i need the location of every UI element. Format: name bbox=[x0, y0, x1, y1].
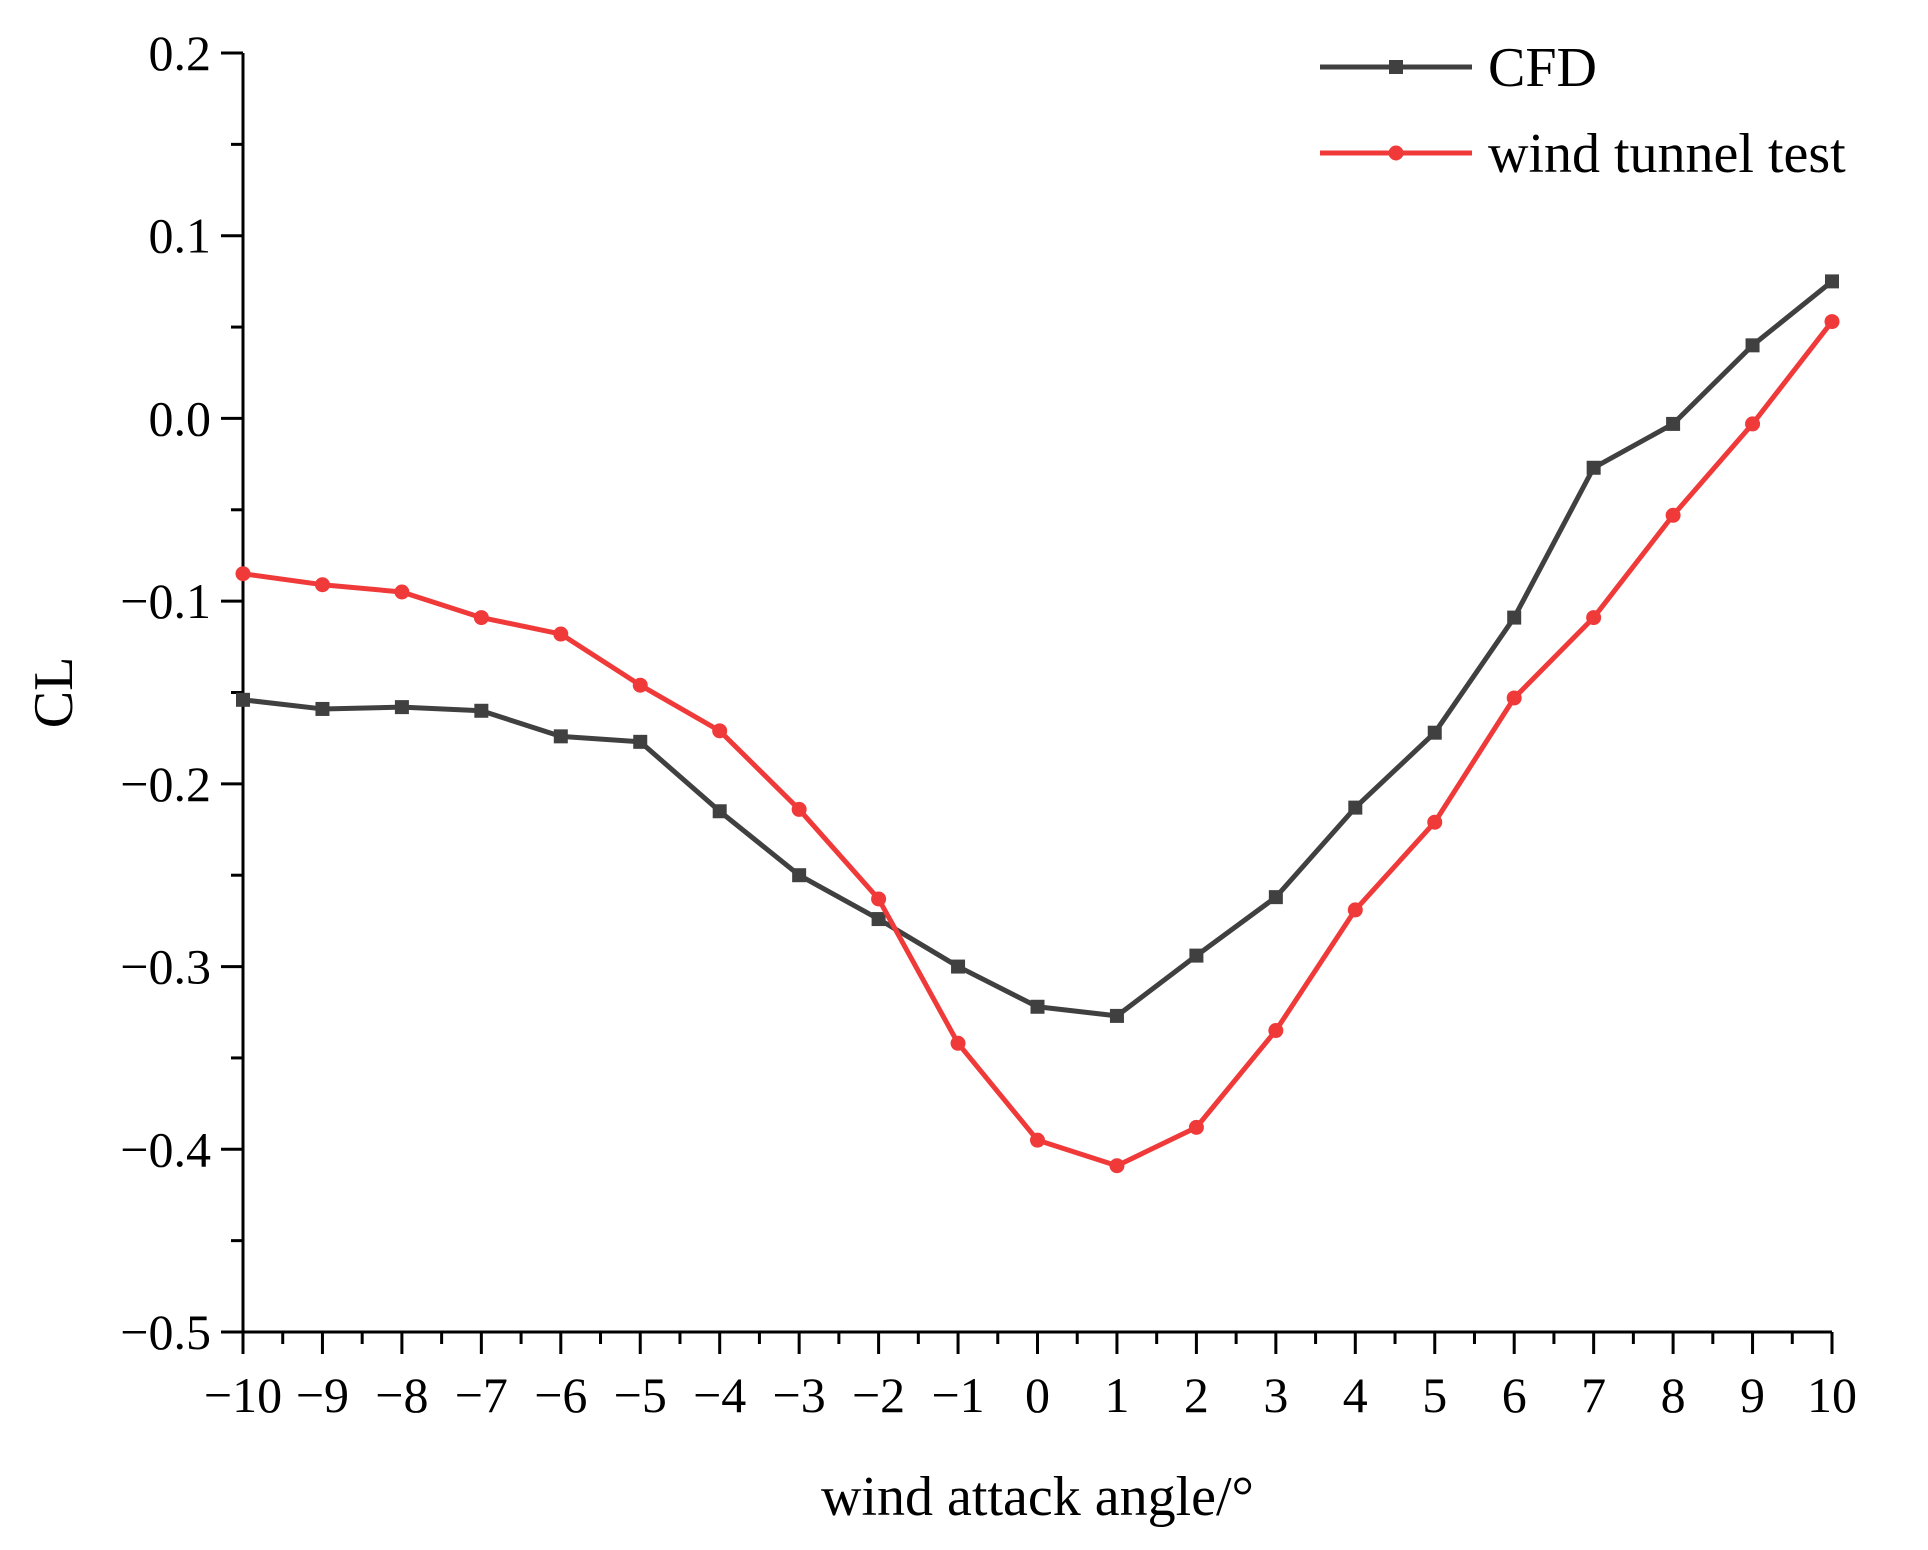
data-point bbox=[1427, 725, 1442, 740]
x-tick-label: −6 bbox=[534, 1367, 587, 1423]
data-point bbox=[235, 566, 251, 582]
data-point bbox=[1507, 610, 1522, 625]
data-point bbox=[1188, 1119, 1204, 1135]
data-point bbox=[1506, 690, 1522, 706]
y-axis-title: CL bbox=[23, 657, 85, 729]
x-tick-label: −9 bbox=[296, 1367, 349, 1423]
x-tick-label: 3 bbox=[1263, 1367, 1288, 1423]
series-1 bbox=[236, 274, 1839, 1023]
x-tick-label: −2 bbox=[852, 1367, 905, 1423]
series-2 bbox=[235, 314, 1840, 1174]
x-tick-label: −3 bbox=[773, 1367, 826, 1423]
legend-entry-2: wind tunnel test bbox=[1320, 123, 1846, 185]
data-point bbox=[1745, 416, 1761, 432]
x-tick-label: 9 bbox=[1740, 1367, 1765, 1423]
data-point bbox=[1268, 890, 1283, 905]
data-point bbox=[1586, 610, 1602, 626]
x-tick-label: −10 bbox=[204, 1367, 282, 1423]
data-point bbox=[1348, 800, 1363, 815]
data-point bbox=[1109, 1008, 1124, 1023]
y-tick-label: 0.2 bbox=[149, 25, 212, 81]
data-point bbox=[1268, 1023, 1284, 1039]
y-tick-label: 0.0 bbox=[149, 390, 212, 446]
data-point bbox=[871, 891, 887, 907]
y-tick-label: 0.1 bbox=[149, 208, 212, 264]
data-point bbox=[712, 804, 727, 819]
x-tick-label: −4 bbox=[693, 1367, 746, 1423]
x-tick-label: 0 bbox=[1025, 1367, 1050, 1423]
data-point bbox=[1109, 1158, 1125, 1174]
data-point bbox=[236, 692, 250, 707]
x-tick-label: −1 bbox=[931, 1367, 984, 1423]
data-point bbox=[791, 801, 807, 817]
series-line bbox=[242, 320, 1834, 1169]
data-point bbox=[792, 868, 807, 883]
legend-label: wind tunnel test bbox=[1488, 123, 1846, 185]
x-tick-label: 10 bbox=[1807, 1367, 1857, 1423]
x-tick-label: −8 bbox=[375, 1367, 428, 1423]
data-point bbox=[553, 729, 568, 744]
data-point bbox=[1030, 999, 1045, 1014]
x-tick-label: 7 bbox=[1581, 1367, 1606, 1423]
x-tick-label: 1 bbox=[1104, 1367, 1129, 1423]
data-point bbox=[553, 626, 569, 642]
data-point bbox=[1825, 274, 1839, 289]
legend-entry-1: CFD bbox=[1320, 37, 1597, 99]
series-line bbox=[242, 279, 1834, 1019]
y-tick-label: −0.2 bbox=[120, 756, 211, 812]
data-point bbox=[1665, 507, 1681, 523]
data-point bbox=[394, 700, 409, 715]
x-tick-label: 8 bbox=[1661, 1367, 1686, 1423]
y-tick-label: −0.5 bbox=[120, 1304, 211, 1360]
data-point bbox=[871, 912, 886, 927]
data-point bbox=[1666, 416, 1681, 431]
series-layer bbox=[235, 274, 1840, 1174]
data-point bbox=[1824, 314, 1840, 330]
data-point bbox=[1427, 814, 1443, 830]
data-point bbox=[473, 610, 489, 626]
data-point bbox=[314, 577, 330, 593]
data-point bbox=[950, 1035, 966, 1051]
data-point bbox=[951, 959, 966, 974]
x-tick-label: 4 bbox=[1343, 1367, 1368, 1423]
data-point bbox=[632, 677, 648, 693]
data-point bbox=[1586, 460, 1601, 475]
data-point bbox=[1745, 338, 1760, 353]
axes: 0.20.10.0−0.1−0.2−0.3−0.4−0.5−10 −9 −8 −7 −6… bbox=[120, 25, 1857, 1423]
legend-marker bbox=[1389, 60, 1403, 74]
x-axis-title: wind attack angle/° bbox=[821, 1466, 1254, 1528]
x-tick-label: −5 bbox=[614, 1367, 667, 1423]
y-tick-label: −0.4 bbox=[120, 1121, 211, 1177]
data-point bbox=[315, 701, 330, 716]
y-tick-label: −0.1 bbox=[120, 573, 211, 629]
y-tick-label: −0.3 bbox=[120, 939, 211, 995]
x-tick-label: 2 bbox=[1184, 1367, 1209, 1423]
data-point bbox=[1189, 948, 1204, 963]
data-point bbox=[1347, 902, 1363, 918]
data-point bbox=[633, 734, 648, 749]
data-point bbox=[1030, 1132, 1045, 1148]
x-tick-label: −7 bbox=[455, 1367, 508, 1423]
data-point bbox=[712, 723, 728, 739]
legend-marker bbox=[1388, 145, 1404, 161]
legend-label: CFD bbox=[1488, 37, 1597, 99]
data-point bbox=[474, 703, 489, 718]
data-point bbox=[394, 584, 410, 600]
x-tick-label: 6 bbox=[1502, 1367, 1527, 1423]
x-tick-label: 5 bbox=[1422, 1367, 1447, 1423]
legend: CFD wind tunnel test bbox=[1320, 37, 1846, 185]
